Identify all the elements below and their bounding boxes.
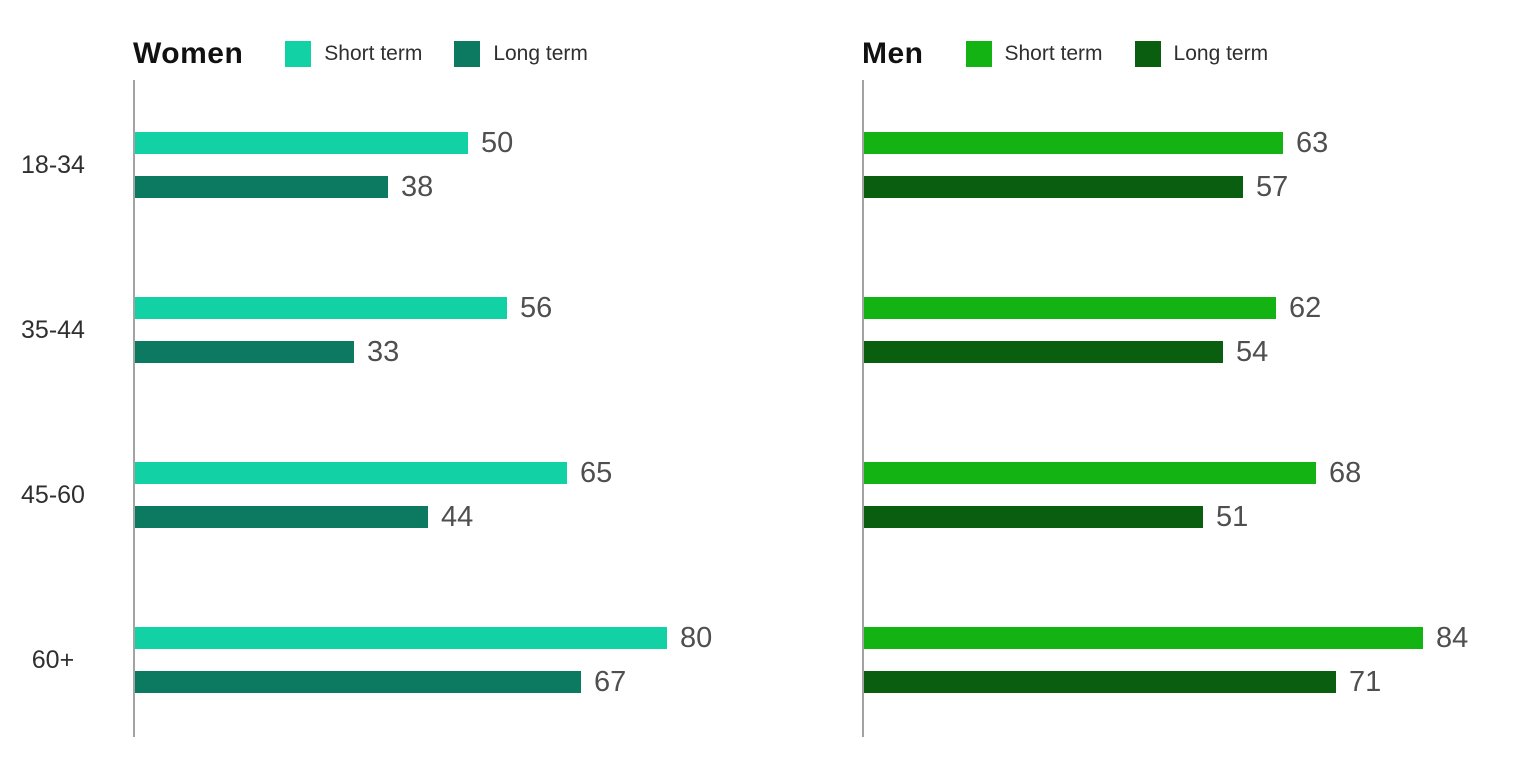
women-short-term-bar-60+	[135, 627, 667, 649]
men-y-axis	[862, 80, 864, 737]
women-long-term-bar-60+	[135, 671, 581, 693]
women-legend: Short term Long term	[285, 41, 588, 67]
men-long-term-bar-35-44	[864, 341, 1223, 363]
men-legend: Short term Long term	[965, 41, 1269, 67]
women-short-term-bar-18-34	[135, 132, 468, 154]
category-label-60+: 60+	[31, 646, 75, 674]
category-label-35-44: 35-44	[21, 316, 85, 344]
men-chart-header: Men Short term Long term	[862, 34, 1268, 74]
men-long-term-value-45-60: 51	[1216, 501, 1249, 533]
legend-item-women-long-term: Long term	[454, 41, 588, 67]
legend-item-men-long-term: Long term	[1134, 41, 1269, 67]
men-long-term-bar-18-34	[864, 176, 1243, 198]
long-term-swatch	[454, 41, 481, 67]
men-long-term-value-35-44: 54	[1236, 336, 1269, 368]
men-long-term-value-60+: 71	[1349, 666, 1382, 698]
men-chart-title: Men	[862, 37, 924, 70]
women-short-term-value-35-44: 56	[520, 292, 553, 324]
women-long-term-value-60+: 67	[594, 666, 627, 698]
women-short-term-bar-35-44	[135, 297, 507, 319]
legend-label-short-term: Short term	[324, 42, 423, 65]
category-label-18-34: 18-34	[21, 151, 85, 179]
women-long-term-bar-35-44	[135, 341, 354, 363]
men-chart-panel: Men Short term Long term 63 57 62 54 68 51 84 7…	[758, 0, 1516, 765]
men-long-term-bar-60+	[864, 671, 1336, 693]
men-short-term-value-45-60: 68	[1329, 457, 1362, 489]
category-label-45-60: 45-60	[21, 481, 85, 509]
women-short-term-bar-45-60	[135, 462, 567, 484]
legend-label-long-term: Long term	[493, 42, 588, 65]
short-term-swatch	[965, 41, 992, 67]
legend-item-women-short-term: Short term	[285, 41, 422, 67]
women-chart-panel: Women Short term Long term 18-34 50 38 35-4…	[21, 34, 713, 737]
men-long-term-bar-45-60	[864, 506, 1203, 528]
men-short-term-bar-45-60	[864, 462, 1316, 484]
legend-item-men-short-term: Short term	[965, 41, 1103, 67]
women-chart-title: Women	[133, 37, 244, 70]
women-short-term-value-45-60: 65	[580, 457, 613, 489]
women-chart-header: Women Short term Long term	[133, 34, 588, 74]
men-long-term-value-18-34: 57	[1256, 171, 1289, 203]
women-y-axis	[133, 80, 135, 737]
men-short-term-value-18-34: 63	[1296, 127, 1329, 159]
women-long-term-value-45-60: 44	[441, 501, 474, 533]
women-long-term-bar-18-34	[135, 176, 388, 198]
women-short-term-value-60+: 80	[680, 622, 713, 654]
men-short-term-value-60+: 84	[1436, 622, 1469, 654]
women-short-term-value-18-34: 50	[481, 127, 514, 159]
men-short-term-bar-60+	[864, 627, 1423, 649]
men-short-term-bar-35-44	[864, 297, 1276, 319]
women-long-term-value-18-34: 38	[401, 171, 434, 203]
men-short-term-bar-18-34	[864, 132, 1283, 154]
men-short-term-value-35-44: 62	[1289, 292, 1322, 324]
legend-label-short-term: Short term	[1004, 42, 1103, 65]
short-term-swatch	[285, 41, 312, 67]
long-term-swatch	[1134, 41, 1161, 67]
women-long-term-value-35-44: 33	[367, 336, 400, 368]
women-long-term-bar-45-60	[135, 506, 428, 528]
legend-label-long-term: Long term	[1173, 42, 1269, 65]
